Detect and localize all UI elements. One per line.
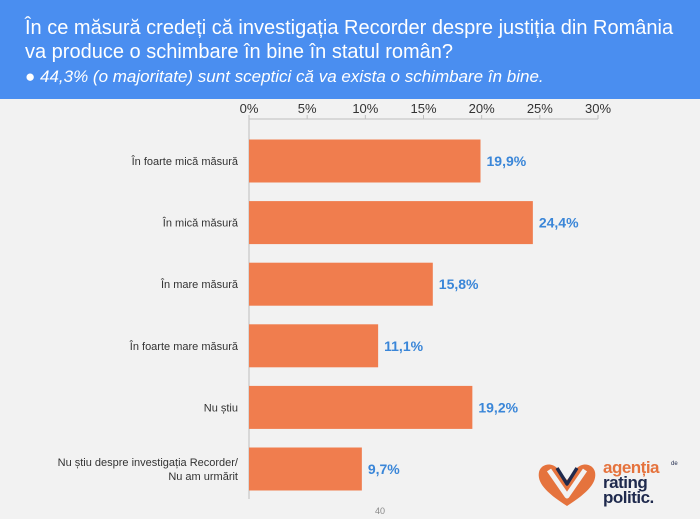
header-banner: În ce măsură credeți că investigația Rec… [0, 0, 700, 99]
logo-text-line2: rating [603, 473, 648, 492]
page-number: 40 [374, 506, 385, 516]
bar [249, 139, 481, 183]
x-tick-label: 20% [469, 101, 495, 116]
category-label: În mică măsură [162, 217, 239, 230]
category-label: În foarte mare măsură [129, 340, 239, 353]
bar [249, 201, 533, 245]
data-label: 19,2% [478, 399, 518, 415]
logo-heart-icon [538, 464, 596, 506]
x-tick-label: 30% [585, 101, 611, 116]
x-tick-label: 25% [527, 101, 553, 116]
category-label: În foarte mică măsură [131, 155, 239, 168]
page-title: În ce măsură credeți că investigația Rec… [25, 17, 674, 63]
bar [249, 324, 379, 368]
data-label: 9,7% [368, 461, 400, 477]
x-tick-label: 10% [352, 101, 378, 116]
x-tick-label: 5% [298, 101, 317, 116]
category-label: În mare măsură [160, 278, 239, 291]
bar [249, 385, 473, 429]
bar-chart: 0% 5% 10% 15% 20% 25% 30% În foarte mică măsur… [58, 101, 611, 499]
category-labels: În foarte mică măsură În mică măsură În ma… [58, 155, 239, 483]
bars [249, 139, 533, 491]
logo-text-line1: agenția [603, 458, 660, 477]
page-subtitle: ● 44,3% (o majoritate) sunt sceptici că … [25, 67, 544, 86]
agency-logo: agenția de rating politic. [535, 458, 695, 510]
logo-text-small: de [671, 461, 678, 467]
data-label: 11,1% [384, 338, 423, 354]
data-label: 15,8% [439, 276, 479, 292]
x-tick-label: 15% [410, 101, 436, 116]
value-labels: 19,9% 24,4% 15,8% 11,1% 19,2% 9,7% [368, 153, 579, 477]
logo-text-line3: politic. [603, 488, 654, 507]
data-label: 24,4% [539, 215, 579, 231]
category-label: Nu știu [204, 402, 238, 414]
data-label: 19,9% [487, 153, 527, 169]
bar [249, 262, 433, 306]
category-label: Nu știu despre investigația Recorder/ [58, 457, 239, 469]
x-tick-label: 0% [240, 101, 259, 116]
bar [249, 447, 362, 491]
category-label: Nu am urmărit [168, 471, 238, 483]
